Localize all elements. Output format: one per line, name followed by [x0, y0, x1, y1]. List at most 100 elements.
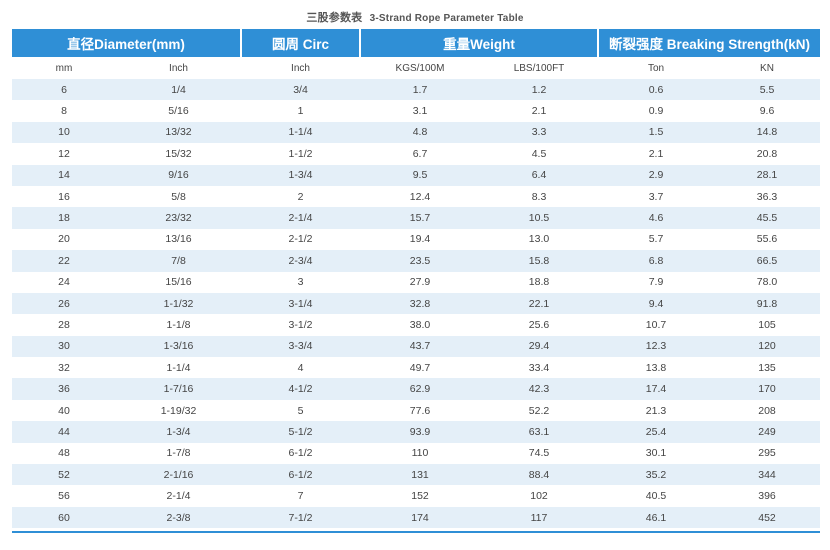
table-cell: 1/4: [116, 79, 241, 101]
table-row: 18 23/32 2-1/4 15.7 10.5 4.6 45.5: [12, 207, 820, 229]
unit-cell: Inch: [291, 62, 310, 74]
table-cell: 105: [714, 314, 820, 336]
table-cell: 17.4: [598, 378, 714, 400]
table-cell: 40.5: [598, 485, 714, 507]
table-cell: 3-1/4: [241, 292, 360, 315]
table-cell: 6.7: [360, 143, 480, 165]
table-cell: 0.6: [598, 79, 714, 101]
table-cell: 13.0: [480, 228, 598, 251]
table-cell: 12.3: [598, 335, 714, 358]
units-row: mm Inch Inch KGS/100M LBS/100FT Ton KN: [12, 57, 820, 79]
table-cell: 7.9: [598, 271, 714, 293]
table-cell: 52: [12, 464, 116, 486]
table-cell: 0.9: [598, 100, 714, 122]
table-row: 48 1-7/8 6-1/2 110 74.5 30.1 295: [12, 442, 820, 465]
table-row: 26 1-1/32 3-1/4 32.8 22.1 9.4 91.8: [12, 292, 820, 315]
table-cell: 1-1/32: [116, 292, 241, 315]
table-cell: 3.1: [360, 100, 480, 122]
table-row: 52 2-1/16 6-1/2 131 88.4 35.2 344: [12, 464, 820, 486]
table-title: 三股参数表 3-Strand Rope Parameter Table: [0, 9, 830, 25]
table-cell: 52.2: [480, 399, 598, 422]
table-row: 24 15/16 3 27.9 18.8 7.9 78.0: [12, 271, 820, 293]
table-cell: 208: [714, 399, 820, 422]
table-cell: 62.9: [360, 378, 480, 400]
table-row: 16 5/8 2 12.4 8.3 3.7 36.3: [12, 185, 820, 208]
table-cell: 30.1: [598, 442, 714, 465]
table-row: 28 1-1/8 3-1/2 38.0 25.6 10.7 105: [12, 314, 820, 336]
table-cell: 16: [12, 185, 116, 208]
table-cell: 12.4: [360, 185, 480, 208]
table-body: 6 1/4 3/4 1.7 1.2 0.6 5.5 8 5/16 1 3.1 2.1 0.9 9.6 10 1…: [12, 79, 820, 529]
table-cell: 6-1/2: [241, 442, 360, 465]
table-cell: 2-1/4: [241, 207, 360, 229]
table-cell: 7/8: [116, 250, 241, 272]
table-cell: 23.5: [360, 250, 480, 272]
table-cell: 452: [714, 506, 820, 529]
table-cell: 48: [12, 442, 116, 465]
table-cell: 13.8: [598, 357, 714, 379]
table-cell: 1.2: [480, 79, 598, 101]
table-cell: 78.0: [714, 271, 820, 293]
table-cell: 13/16: [116, 228, 241, 251]
table-row: 14 9/16 1-3/4 9.5 6.4 2.9 28.1: [12, 164, 820, 186]
table-cell: 2.1: [598, 143, 714, 165]
table-row: 20 13/16 2-1/2 19.4 13.0 5.7 55.6: [12, 228, 820, 251]
table-cell: 15.8: [480, 250, 598, 272]
table-cell: 3: [241, 271, 360, 293]
table-cell: 60: [12, 506, 116, 529]
table-title-cn: 三股参数表: [306, 12, 363, 24]
table-cell: 5-1/2: [241, 421, 360, 443]
table-cell: 2-1/4: [116, 485, 241, 507]
table-cell: 4.6: [598, 207, 714, 229]
table-cell: 44: [12, 421, 116, 443]
table-cell: 23/32: [116, 207, 241, 229]
table-cell: 32: [12, 357, 116, 379]
table-cell: 22.1: [480, 292, 598, 315]
table-cell: 6: [12, 79, 116, 101]
table-cell: 2-3/4: [241, 250, 360, 272]
table-cell: 91.8: [714, 292, 820, 315]
column-header: 断裂强度 Breaking Strength(kN): [597, 29, 820, 57]
table-row: 6 1/4 3/4 1.7 1.2 0.6 5.5: [12, 79, 820, 101]
table-cell: 249: [714, 421, 820, 443]
table-cell: 14: [12, 164, 116, 186]
table-cell: 1-1/2: [241, 143, 360, 165]
column-header: 直径Diameter(mm): [12, 29, 241, 57]
table-row: 32 1-1/4 4 49.7 33.4 13.8 135: [12, 357, 820, 379]
table-cell: 66.5: [714, 250, 820, 272]
table-title-en: 3-Strand Rope Parameter Table: [369, 13, 524, 24]
table-cell: 3-1/2: [241, 314, 360, 336]
table-cell: 35.2: [598, 464, 714, 486]
table-cell: 10: [12, 121, 116, 144]
table-cell: 2.1: [480, 100, 598, 122]
table-cell: 4.5: [480, 143, 598, 165]
table-cell: 10.7: [598, 314, 714, 336]
table-cell: 5/8: [116, 185, 241, 208]
table-cell: 2: [241, 185, 360, 208]
table-cell: 14.8: [714, 121, 820, 144]
unit-cell: LBS/100FT: [513, 62, 565, 74]
table-row: 44 1-3/4 5-1/2 93.9 63.1 25.4 249: [12, 421, 820, 443]
table-cell: 88.4: [480, 464, 598, 486]
table-cell: 24: [12, 271, 116, 293]
table-cell: 1.5: [598, 121, 714, 144]
table-cell: 25.4: [598, 421, 714, 443]
table-cell: 1-19/32: [116, 399, 241, 422]
table-cell: 174: [360, 506, 480, 529]
table-cell: 3.7: [598, 185, 714, 208]
table-cell: 8.3: [480, 185, 598, 208]
table-cell: 2-1/16: [116, 464, 241, 486]
table-cell: 9.4: [598, 292, 714, 315]
table-cell: 8: [12, 100, 116, 122]
table-row: 22 7/8 2-3/4 23.5 15.8 6.8 66.5: [12, 250, 820, 272]
table-cell: 344: [714, 464, 820, 486]
table-cell: 38.0: [360, 314, 480, 336]
table-row: 10 13/32 1-1/4 4.8 3.3 1.5 14.8: [12, 121, 820, 144]
table-cell: 13/32: [116, 121, 241, 144]
table-cell: 1-3/4: [116, 421, 241, 443]
table-cell: 19.4: [360, 228, 480, 251]
table-cell: 42.3: [480, 378, 598, 400]
table-cell: 1: [241, 100, 360, 122]
table-cell: 15/32: [116, 143, 241, 165]
table-cell: 3.3: [480, 121, 598, 144]
